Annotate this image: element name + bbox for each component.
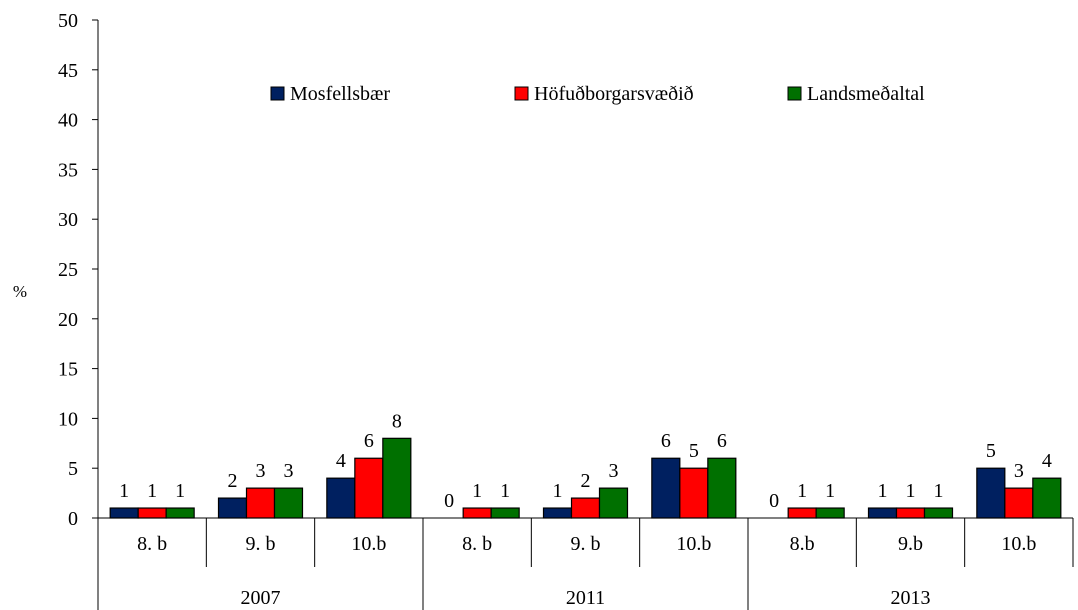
legend-label: Landsmeðaltal <box>807 83 925 105</box>
category-label: 10.b <box>1001 533 1036 555</box>
data-label: 1 <box>500 480 510 502</box>
y-tick-label: 45 <box>58 60 78 82</box>
category-label: 9.b <box>898 533 923 555</box>
bar <box>354 457 384 519</box>
data-label: 1 <box>934 480 944 502</box>
data-label: 1 <box>906 480 916 502</box>
data-label: 4 <box>1042 450 1052 472</box>
data-label: 2 <box>581 470 591 492</box>
y-tick-label: 35 <box>58 159 78 181</box>
data-label: 4 <box>336 450 346 472</box>
data-label: 5 <box>689 440 699 462</box>
data-label: 1 <box>147 480 157 502</box>
data-label: 0 <box>769 490 779 512</box>
bar <box>976 467 1006 519</box>
data-label: 0 <box>444 490 454 512</box>
y-axis-label: % <box>13 282 27 301</box>
data-label: 1 <box>825 480 835 502</box>
legend-swatch <box>514 86 529 101</box>
bar <box>651 457 681 519</box>
data-label: 6 <box>661 430 671 452</box>
y-tick-label: 0 <box>68 508 78 530</box>
category-label: 9. b <box>571 533 601 555</box>
data-label: 6 <box>717 430 727 452</box>
bar <box>490 507 520 519</box>
bar <box>217 497 248 519</box>
legend-label: Höfuðborgarsvæðið <box>534 83 694 105</box>
group-label: 2013 <box>891 587 931 609</box>
category-label: 8. b <box>137 533 167 555</box>
legend-swatch <box>787 86 802 101</box>
data-label: 1 <box>553 480 563 502</box>
bar <box>1032 477 1062 519</box>
bar <box>245 487 276 519</box>
bar <box>326 477 356 519</box>
category-label: 9. b <box>246 533 276 555</box>
bar <box>137 507 167 519</box>
bar <box>707 457 737 519</box>
legend-swatch <box>270 86 285 101</box>
bar <box>165 507 195 519</box>
data-label: 3 <box>609 460 619 482</box>
bar <box>570 497 601 519</box>
data-label: 3 <box>284 460 294 482</box>
bar <box>109 507 139 519</box>
bar <box>787 507 817 519</box>
data-label: 1 <box>878 480 888 502</box>
bar <box>1004 487 1034 519</box>
category-label: 8.b <box>790 533 815 555</box>
y-tick-label: 20 <box>58 309 78 331</box>
y-tick-label: 15 <box>58 359 78 381</box>
data-label: 1 <box>119 480 129 502</box>
data-label: 3 <box>1014 460 1024 482</box>
category-label: 10.b <box>676 533 711 555</box>
bar <box>462 507 492 519</box>
data-label: 3 <box>256 460 266 482</box>
y-tick-label: 25 <box>58 259 78 281</box>
category-label: 8. b <box>462 533 492 555</box>
bar <box>895 507 926 519</box>
y-tick-label: 10 <box>58 408 78 430</box>
bar <box>679 467 709 519</box>
bar <box>867 507 898 519</box>
bar <box>542 507 573 519</box>
bar <box>598 487 629 519</box>
data-label: 1 <box>797 480 807 502</box>
y-tick-label: 30 <box>58 209 78 231</box>
data-label: 6 <box>364 430 374 452</box>
y-tick-label: 50 <box>58 10 78 32</box>
data-label: 2 <box>228 470 238 492</box>
legend-label: Mosfellsbær <box>290 83 390 105</box>
bar <box>382 437 412 519</box>
group-label: 2011 <box>566 587 605 609</box>
group-label: 2007 <box>241 587 281 609</box>
bar <box>923 507 954 519</box>
data-label: 8 <box>392 410 402 432</box>
y-tick-label: 40 <box>58 110 78 132</box>
data-label: 1 <box>175 480 185 502</box>
y-tick-label: 5 <box>68 458 78 480</box>
data-label: 5 <box>986 440 996 462</box>
bar <box>273 487 304 519</box>
bar <box>815 507 845 519</box>
category-label: 10.b <box>351 533 386 555</box>
data-label: 1 <box>472 480 482 502</box>
